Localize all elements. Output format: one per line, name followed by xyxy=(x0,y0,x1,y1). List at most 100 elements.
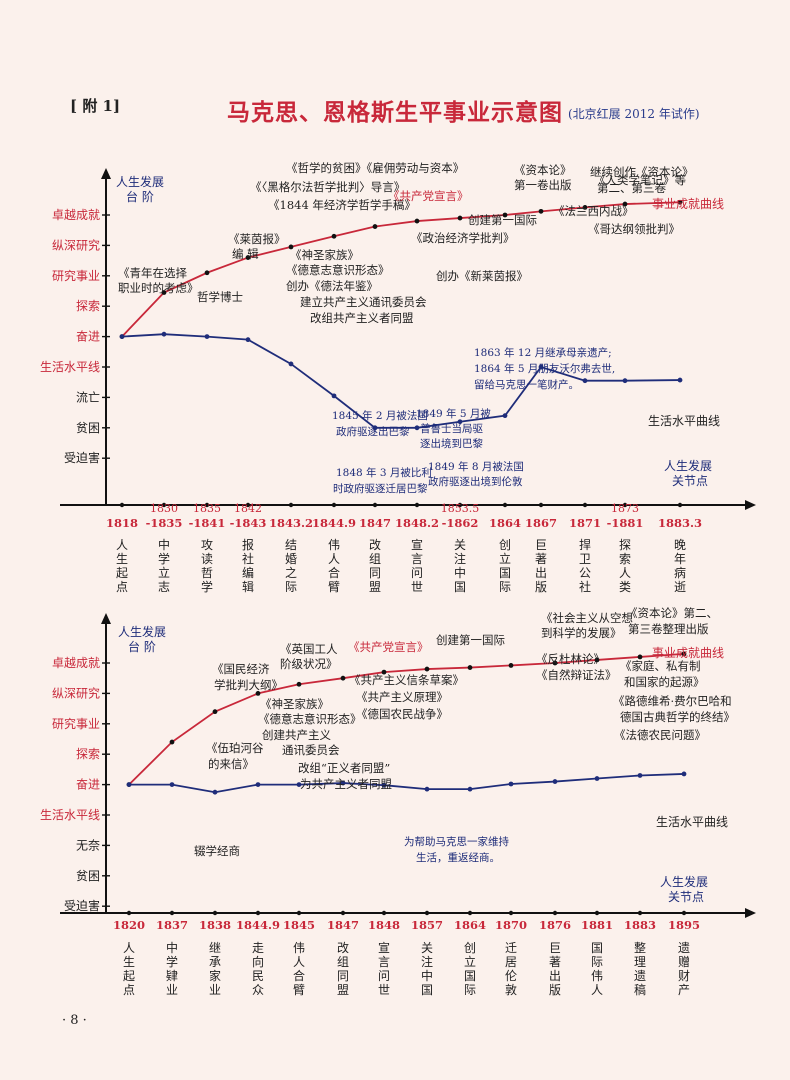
chart2-series-1-point-2 xyxy=(212,789,218,795)
chart1-annotation-24: 1863 年 12 月继承母亲遗产; xyxy=(474,346,612,359)
chart2-annotation-30: 生活，重返经商。 xyxy=(416,851,500,864)
chart1-xlabel-2: 关节点 xyxy=(672,474,708,488)
chart1-ytick-5: 生活水平线 xyxy=(40,360,100,374)
chart2-annotation-6: 《神圣家族》 xyxy=(260,697,329,711)
chart2-xtick-dot-8 xyxy=(467,910,473,916)
chart1-xtick-1: -1835 xyxy=(146,516,183,530)
chart1-annotation-2: 哲学博士 xyxy=(197,290,243,304)
chart1-series-1-point-2 xyxy=(204,334,210,339)
chart2-xtick-7: 1857 xyxy=(411,918,443,932)
chart1-event-7: 宣言问世 xyxy=(411,537,423,594)
chart1-annotation-29: 1849 年 5 月被 xyxy=(416,407,491,420)
chart1-xtick-upper-2: 1835 xyxy=(193,502,221,515)
chart1-xtick-dot-0 xyxy=(119,502,125,508)
chart1-annotation-8: 《神圣家族》 xyxy=(290,248,359,262)
chart1-ytick-1: 纵深研究 xyxy=(52,237,100,252)
chart2-xtick-6: 1848 xyxy=(368,918,400,932)
chart1-annotation-33: 时政府驱逐迁居巴黎 xyxy=(333,482,428,495)
chart2-annotation-11: 为共产主义者同盟 xyxy=(300,777,392,791)
chart1-xtick-dot-1 xyxy=(161,502,167,508)
chart2-series-1-point-13 xyxy=(681,771,687,777)
chart2-series-1-point-1 xyxy=(169,782,175,787)
chart2-ytick-1: 纵深研究 xyxy=(52,685,100,700)
chart1-annotation-32: 1848 年 3 月被比利 xyxy=(336,466,432,479)
chart2-xtick-2: 1838 xyxy=(199,918,231,932)
chart1-xtick-dot-7 xyxy=(414,502,420,508)
chart1-series-1-point-4 xyxy=(288,361,294,367)
chart2-annotation-17: 《社会主义从空想 xyxy=(541,611,633,625)
chart2-series-0-point-7 xyxy=(424,666,430,672)
chart1-xtick-dot-5 xyxy=(331,502,337,508)
chart2-event-4: 伟人合臂 xyxy=(293,941,305,997)
chart2-series-0-point-13 xyxy=(681,651,687,657)
chart2-annotation-21: 《反杜林论》 xyxy=(536,652,605,666)
chart2-series-0-name: 事业成就曲线 xyxy=(652,646,724,660)
chart2-xtick-dot-13 xyxy=(681,910,687,916)
chart1-xtick-5: 1844.9 xyxy=(312,516,356,530)
chart1-xtick-11: 1871 xyxy=(569,516,601,530)
chart2-xtick-dot-11 xyxy=(594,910,600,916)
chart2-xtick-dot-4 xyxy=(296,910,302,916)
page-number: · 8 · xyxy=(62,1013,87,1028)
chart2-series-0-point-12 xyxy=(637,654,643,660)
chart1-event-5: 伟人合臂 xyxy=(328,538,340,594)
chart1-xtick-4: 1843.2 xyxy=(269,516,313,530)
chart1-series-1-name: 生活水平曲线 xyxy=(648,414,720,428)
chart1-annotation-27: 1845 年 2 月被法国 xyxy=(332,409,428,422)
chart1-xtick-dot-12 xyxy=(622,502,628,508)
chart1-xtick-9: 1864 xyxy=(489,516,521,530)
chart1-xtick-upper-3: 1842 xyxy=(234,502,262,515)
chart1-event-3: 报社编辑 xyxy=(242,537,254,594)
chart2-annotation-24: 和国家的起源》 xyxy=(624,675,705,689)
chart2-series-0-point-3 xyxy=(255,691,261,696)
chart2-series-1-point-7 xyxy=(424,786,430,792)
chart1-event-12: 探索人类 xyxy=(619,538,631,594)
chart2-annotation-13: 《共产主义信条草案》 xyxy=(349,673,464,687)
chart2-xtick-dot-7 xyxy=(424,910,430,916)
chart2-annotation-8: 创建共产主义 xyxy=(262,728,331,742)
chart1-series-0-point-6 xyxy=(372,224,378,229)
chart1-annotation-3: 《莱茵报》 xyxy=(228,232,286,246)
chart2-xtick-dot-2 xyxy=(212,910,218,916)
chart1-series-1-point-9 xyxy=(502,413,508,419)
chart1-series-1-point-13 xyxy=(677,377,683,383)
chart1-xtick-dot-13 xyxy=(677,502,683,508)
chart1-event-8: 关注中国 xyxy=(454,538,466,594)
chart2-annotation-28: 辍学经商 xyxy=(194,844,240,858)
chart1-series-0-point-1 xyxy=(161,290,167,295)
chart2-ytick-0: 卓越成就 xyxy=(52,656,100,670)
chart1-series-1-line xyxy=(121,333,681,429)
chart1-annotation-31: 逐出境到巴黎 xyxy=(420,437,483,450)
chart1-series-0-point-9 xyxy=(502,212,508,218)
chart2-series-1-point-6 xyxy=(381,782,387,788)
chart2-ytick-5: 生活水平线 xyxy=(40,808,100,822)
chart2-xtick-1: 1837 xyxy=(156,918,188,932)
chart2-xtick-12: 1883 xyxy=(624,918,656,932)
chart2-xtick-dot-6 xyxy=(381,910,387,916)
chart1-annotation-17: 《资本论》 xyxy=(514,163,572,177)
chart2-event-8: 创立国际 xyxy=(464,941,476,997)
chart2-annotation-14: 《共产主义原理》 xyxy=(356,690,448,704)
chart2-series-0-point-8 xyxy=(467,665,473,670)
chart2-series-0-point-10 xyxy=(552,660,558,666)
chart2-annotation-10: 改组“正义者同盟” xyxy=(298,761,390,775)
chart1-xtick-8: -1862 xyxy=(442,516,479,530)
chart1-xtick-upper-1: 1830 xyxy=(150,502,178,515)
chart1-annotation-30: 普鲁士当局驱 xyxy=(420,422,483,435)
chart1-xtick-10: 1867 xyxy=(525,516,557,530)
chart1-ytick-3: 探索 xyxy=(76,299,100,313)
chart2-annotation-23: 《家庭、私有制 xyxy=(620,659,701,673)
chart2-series-0-point-2 xyxy=(212,709,218,715)
appendix-tag: [ 附 1] xyxy=(70,97,121,115)
chart1-xtick-6: 1847 xyxy=(359,516,391,530)
chart1-annotation-34: 1849 年 8 月被法国 xyxy=(428,460,524,473)
chart1-annotation-23: 《哥达纲领批判》 xyxy=(588,222,680,236)
chart1-series-0-point-7 xyxy=(414,218,420,224)
chart2-ytick-6: 无奈 xyxy=(76,838,100,852)
chart2-ytick-7: 贫困 xyxy=(76,868,100,883)
chart1-series-0-point-13 xyxy=(677,199,683,205)
chart2-annotation-15: 《德国农民战争》 xyxy=(356,707,448,721)
chart2-annotation-20: 第三卷整理出版 xyxy=(628,622,709,636)
chart2-annotation-9: 通讯委员会 xyxy=(282,743,340,757)
